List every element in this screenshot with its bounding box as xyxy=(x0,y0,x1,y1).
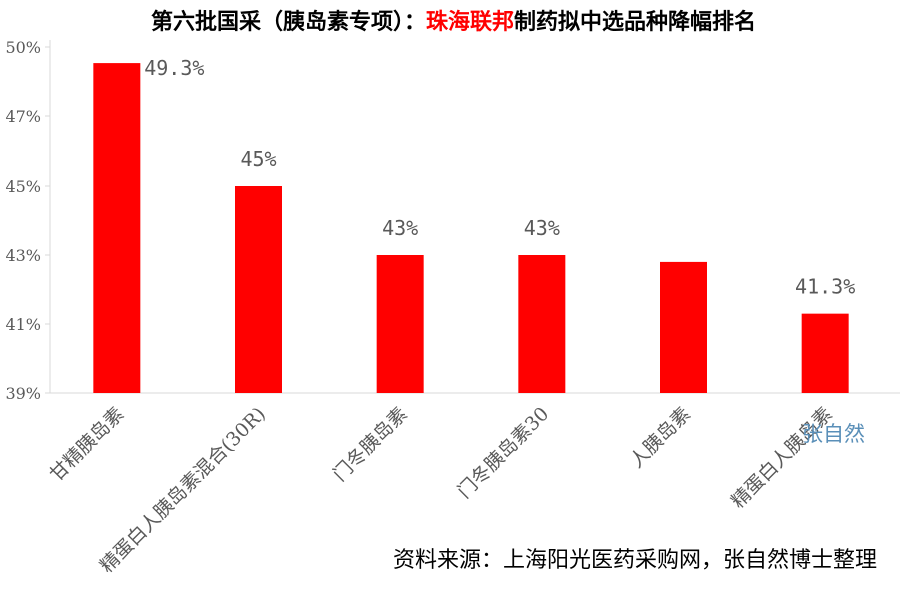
title-suffix: 制药拟中选品种降幅排名 xyxy=(514,10,757,35)
source-note: 资料来源：上海阳光医药采购网，张自然博士整理 xyxy=(392,548,877,573)
y-tick-label: 41% xyxy=(5,315,41,334)
watermark-text: 张自然 xyxy=(802,422,865,446)
data-label: 49.3% xyxy=(144,56,204,80)
bar xyxy=(376,255,424,393)
bar xyxy=(235,186,282,393)
x-tick-label: 门冬胰岛素30 xyxy=(454,403,554,503)
data-label: 41.3% xyxy=(795,275,855,299)
y-tick-label: 39% xyxy=(5,384,41,403)
title-prefix: 第六批国采（胰岛素专项）： xyxy=(150,10,426,35)
x-tick-label: 甘精胰岛素 xyxy=(46,403,129,486)
bar xyxy=(93,63,141,393)
bar xyxy=(801,313,849,393)
x-tick-label: 精蛋白人胰岛素混合(30R) xyxy=(96,403,270,577)
data-label: 45% xyxy=(240,147,276,171)
bar xyxy=(518,255,566,393)
data-label: 43% xyxy=(524,216,560,240)
bar xyxy=(660,261,707,393)
data-label: 43% xyxy=(382,216,418,240)
y-tick-label: 43% xyxy=(5,246,41,265)
x-tick-label: 门冬胰岛素 xyxy=(329,403,412,486)
chart-title: 第六批国采（胰岛素专项）：珠海联邦制药拟中选品种降幅排名 xyxy=(0,4,907,36)
y-tick-label: 47% xyxy=(5,107,41,126)
x-tick-label: 人胰岛素 xyxy=(626,403,695,472)
y-tick-label: 45% xyxy=(5,177,41,196)
y-tick-label: 50% xyxy=(5,38,41,57)
title-highlight: 珠海联邦 xyxy=(425,10,514,35)
